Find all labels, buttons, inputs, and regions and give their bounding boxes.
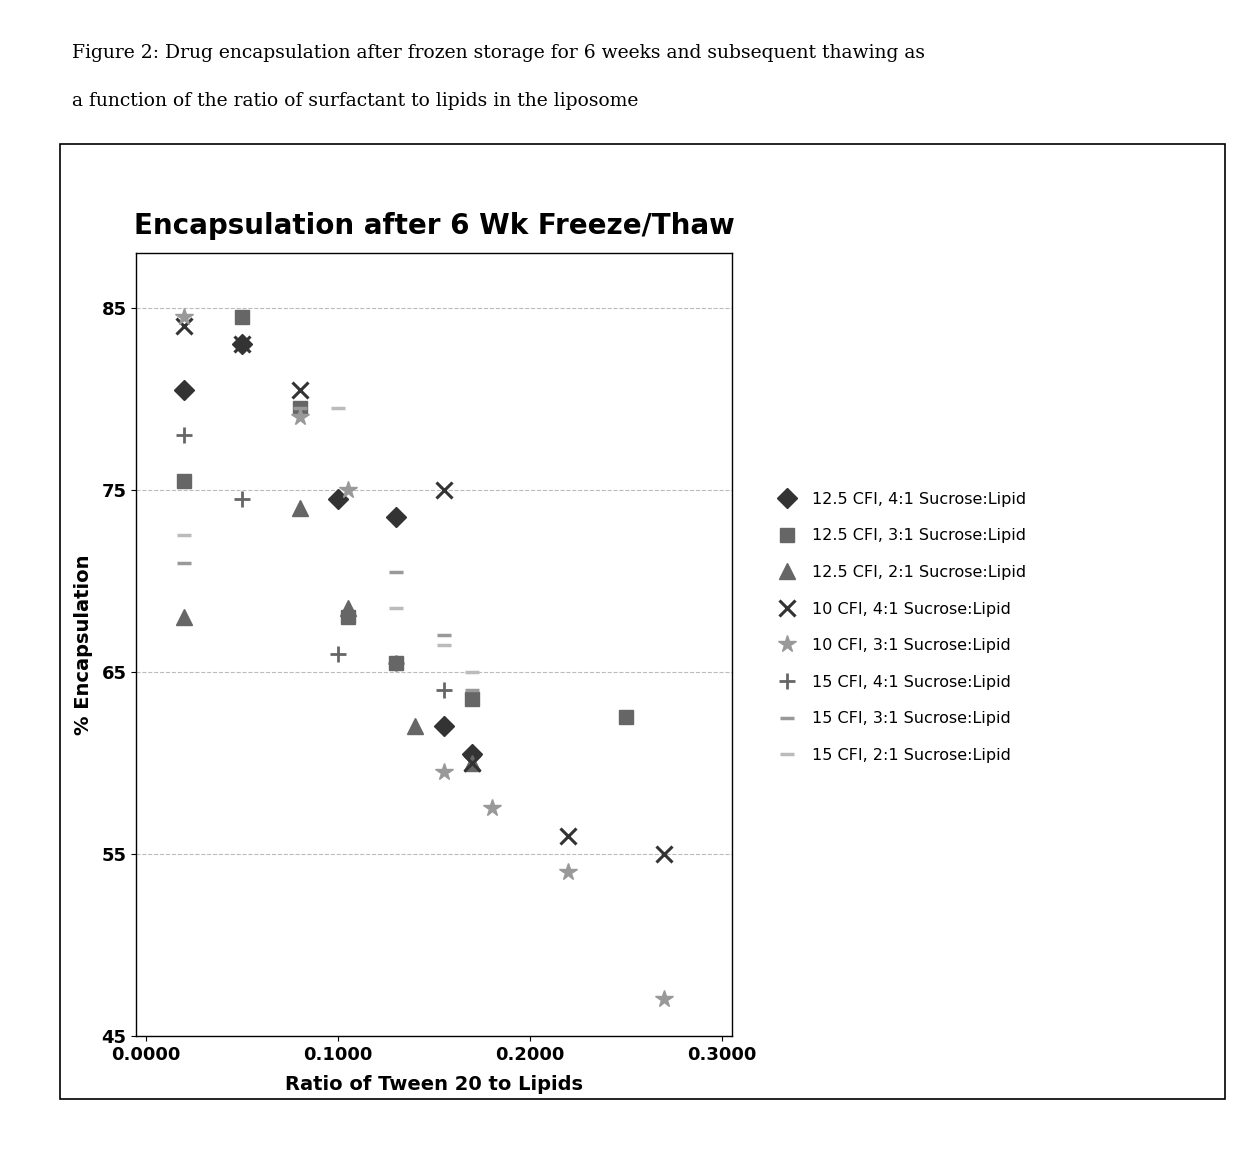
Y-axis label: % Encapsulation: % Encapsulation: [74, 555, 93, 734]
X-axis label: Ratio of Tween 20 to Lipids: Ratio of Tween 20 to Lipids: [285, 1075, 583, 1093]
Title: Encapsulation after 6 Wk Freeze/Thaw: Encapsulation after 6 Wk Freeze/Thaw: [134, 212, 734, 239]
Legend: 12.5 CFI, 4:1 Sucrose:Lipid, 12.5 CFI, 3:1 Sucrose:Lipid, 12.5 CFI, 2:1 Sucrose:: 12.5 CFI, 4:1 Sucrose:Lipid, 12.5 CFI, 3…: [770, 491, 1027, 763]
Text: Figure 2: Drug encapsulation after frozen storage for 6 weeks and subsequent tha: Figure 2: Drug encapsulation after froze…: [72, 44, 925, 62]
Text: a function of the ratio of surfactant to lipids in the liposome: a function of the ratio of surfactant to…: [72, 92, 639, 110]
